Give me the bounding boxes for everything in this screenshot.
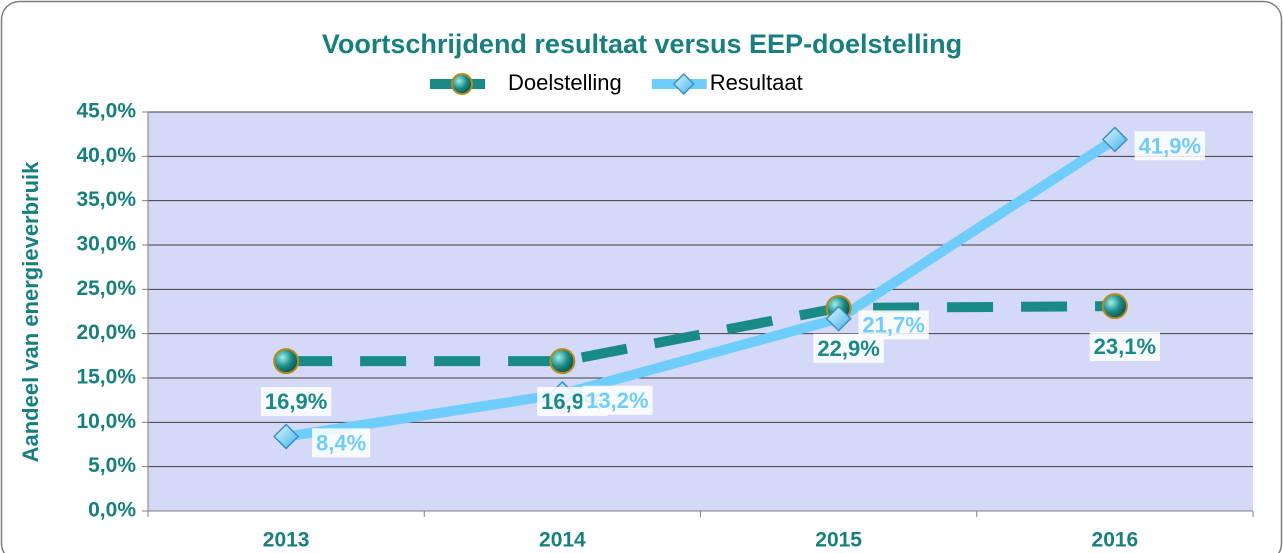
series-line [285, 135, 1118, 442]
y-tick-label: 0,0% [88, 499, 136, 522]
x-tick-label: 2013 [263, 529, 310, 552]
data-label: 21,7% [858, 310, 929, 340]
marker [825, 305, 852, 332]
marker [1101, 293, 1128, 320]
data-label-text: 41,9% [1139, 133, 1201, 158]
y-axis-label: Aandeel van energieverbruik [18, 161, 43, 463]
y-tick-label: 25,0% [76, 277, 136, 300]
data-label: 23,1% [1089, 331, 1161, 361]
marker [549, 348, 576, 375]
marker [273, 348, 300, 375]
data-label: 16,9% [260, 386, 332, 416]
data-label-text: 23,1% [1094, 334, 1156, 359]
marker [273, 423, 300, 450]
y-tick-label: 10,0% [76, 410, 136, 433]
data-label-text: 8,4% [316, 430, 366, 455]
y-tick-label: 5,0% [88, 454, 136, 477]
y-tick-label: 35,0% [76, 188, 136, 211]
x-tick-label: 2014 [539, 529, 586, 552]
data-label-bg [858, 310, 929, 340]
data-label-text: 21,7% [862, 312, 924, 337]
x-tick-label: 2016 [1092, 529, 1139, 552]
data-label-bg [1134, 131, 1206, 161]
y-tick-label: 45,0% [76, 100, 136, 123]
series-line [286, 301, 1115, 367]
data-label-text: 13,2% [586, 388, 648, 413]
data-label: 13,2% [582, 385, 653, 415]
y-tick-label: 15,0% [76, 366, 136, 389]
legend-label: Doelstelling [508, 70, 622, 95]
data-label-text: 16,9% [265, 389, 327, 414]
marker [672, 72, 695, 96]
data-label-bg [1089, 331, 1161, 361]
chart-title: Voortschrijdend resultaat versus EEP-doe… [322, 29, 962, 59]
marker [451, 73, 473, 95]
x-tick-label: 2015 [815, 529, 862, 552]
data-label-bg [312, 428, 371, 458]
y-tick-label: 30,0% [76, 233, 136, 256]
data-label: 8,4% [312, 428, 371, 458]
data-label-bg [260, 386, 332, 416]
data-label-text: 22,9% [817, 336, 879, 361]
data-label: 41,9% [1134, 131, 1206, 161]
data-label-bg [582, 385, 653, 415]
y-tick-label: 40,0% [76, 144, 136, 167]
marker [1101, 126, 1128, 153]
legend-label: Resultaat [710, 70, 803, 95]
y-tick-label: 20,0% [76, 321, 136, 344]
